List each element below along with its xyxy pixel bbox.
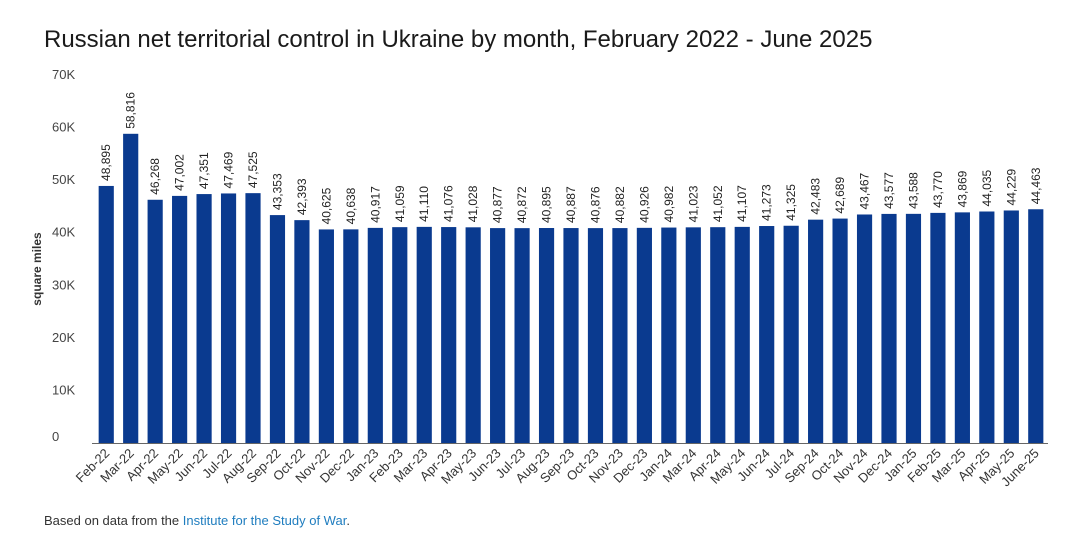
- source-note: Based on data from the Institute for the…: [44, 513, 350, 528]
- data-label: 40,625: [319, 187, 333, 224]
- data-label: 41,273: [760, 184, 774, 221]
- bar: [930, 212, 946, 443]
- bar: [318, 229, 334, 443]
- data-label: 40,887: [564, 186, 578, 223]
- bar: [661, 227, 677, 443]
- bar: [954, 212, 970, 443]
- y-tick-label: 60K: [52, 120, 75, 135]
- bar: [343, 229, 359, 443]
- bar: [172, 195, 188, 443]
- data-label: 41,028: [466, 185, 480, 222]
- data-label: 41,059: [393, 185, 407, 222]
- data-label: 40,895: [540, 186, 554, 223]
- bar: [1003, 210, 1019, 443]
- bar: [710, 227, 726, 443]
- data-label: 43,588: [906, 172, 920, 209]
- data-label: 40,876: [588, 186, 602, 223]
- data-label: 40,917: [368, 186, 382, 223]
- bar: [245, 193, 261, 443]
- data-label: 46,268: [148, 158, 162, 195]
- bar: [563, 228, 579, 443]
- data-label: 42,393: [295, 178, 309, 215]
- source-prefix: Based on data from the: [44, 513, 183, 528]
- bar: [367, 227, 383, 443]
- bar: [416, 226, 432, 443]
- data-label: 47,469: [222, 151, 236, 188]
- data-label: 41,052: [711, 185, 725, 222]
- data-labels: 48,895 58,816 46,268 47,002 47,351 47,469 47,5…: [99, 92, 1043, 225]
- data-label: 44,463: [1029, 167, 1043, 204]
- bar: [294, 220, 310, 443]
- y-tick-label: 30K: [52, 277, 75, 292]
- bar: [441, 227, 457, 443]
- y-tick-label: 70K: [52, 67, 75, 82]
- bar: [734, 226, 750, 443]
- source-link[interactable]: Institute for the Study of War: [182, 513, 347, 528]
- bar: [856, 214, 873, 443]
- bar: [147, 199, 163, 443]
- bar: [538, 228, 555, 443]
- data-label: 41,325: [784, 184, 798, 221]
- y-axis-title-group: square miles: [30, 232, 44, 306]
- data-label: 47,351: [197, 152, 211, 189]
- data-label: 44,035: [980, 169, 994, 206]
- data-label: 42,483: [809, 178, 823, 215]
- data-label: 43,467: [858, 172, 872, 209]
- bar: [905, 213, 922, 443]
- data-label: 40,872: [515, 186, 529, 223]
- bar: [587, 228, 604, 443]
- source-suffix: .: [346, 513, 350, 528]
- data-label: 40,926: [637, 186, 651, 223]
- bar: [783, 225, 799, 443]
- chart-title: Russian net territorial control in Ukrai…: [44, 26, 873, 53]
- y-tick-label: 50K: [52, 172, 75, 187]
- bar: [685, 227, 701, 443]
- bar: [465, 227, 481, 443]
- data-label: 40,638: [344, 187, 358, 224]
- y-tick-label: 20K: [52, 330, 75, 345]
- bar: [220, 193, 237, 443]
- x-axis-ticks: Feb-22Mar-22Apr-22May-22Jun-22Jul-22Aug-…: [73, 446, 1042, 490]
- bar: [612, 228, 628, 443]
- y-axis-title: square miles: [30, 232, 44, 306]
- y-tick-label: 10K: [52, 382, 75, 397]
- data-label: 43,577: [882, 172, 896, 209]
- data-label: 43,869: [955, 170, 969, 207]
- data-label: 42,689: [833, 177, 847, 214]
- bar: [514, 228, 530, 443]
- data-label: 41,110: [417, 186, 431, 222]
- bar: [98, 185, 114, 443]
- data-label: 43,770: [931, 171, 945, 208]
- bar: [759, 226, 775, 443]
- bar: [490, 228, 506, 443]
- y-tick-label: 40K: [52, 225, 75, 240]
- data-label: 40,877: [491, 186, 505, 223]
- bar: [196, 194, 212, 443]
- bar: [269, 215, 286, 443]
- data-label: 41,023: [686, 185, 700, 222]
- data-label: 41,076: [442, 185, 456, 222]
- bars: [98, 133, 1044, 444]
- y-tick-label: 0: [52, 429, 59, 444]
- data-label: 40,982: [662, 186, 676, 223]
- bar: [1028, 209, 1044, 443]
- data-label: 58,816: [124, 92, 138, 129]
- data-label: 40,882: [613, 186, 627, 223]
- bar: [979, 211, 995, 443]
- bar: [123, 133, 139, 444]
- bar: [392, 227, 408, 443]
- bar: [636, 227, 652, 443]
- data-label: 48,895: [99, 144, 113, 181]
- data-label: 43,353: [270, 173, 284, 210]
- y-axis-ticks: 0 10K 20K 30K 40K 50K 60K 70K: [52, 67, 75, 444]
- bar: [808, 219, 824, 443]
- data-label: 47,002: [173, 154, 187, 191]
- data-label: 47,525: [246, 151, 260, 188]
- data-label: 41,107: [735, 185, 749, 222]
- bar: [832, 218, 848, 443]
- bar: [881, 213, 897, 443]
- data-label: 44,229: [1004, 168, 1018, 205]
